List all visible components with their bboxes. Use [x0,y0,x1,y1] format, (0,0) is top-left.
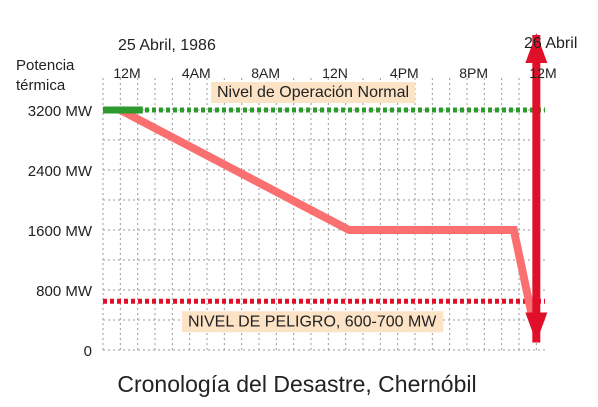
reference-labels: Nivel de Operación Normal NIVEL DE PELIGR… [182,82,444,333]
y-tick-labels: 0 800 MW 1600 MW 2400 MW 3200 MW [28,103,93,360]
y-axis-label: Potencia térmica [16,57,75,94]
x-tick-label: 12N [322,65,348,81]
y-axis-label-line: Potencia [16,57,75,74]
series-group [103,33,548,343]
date-start-label: 25 Abril, 1986 [118,37,216,54]
arrowhead-up [525,33,548,63]
y-tick-label: 3200 MW [28,103,93,120]
arrowhead-down [525,312,548,343]
reference-label-bg [211,82,416,103]
chart-title: Cronología del Desastre, Chernóbil [117,371,476,397]
y-tick-label: 0 [84,343,92,360]
x-tick-label: 8PM [459,65,488,81]
x-tick-label: 12M [529,65,556,81]
reference-label-bg [182,311,444,333]
y-tick-label: 2400 MW [28,163,93,180]
reference-lines [103,107,545,304]
x-tick-label: 4PM [390,65,419,81]
x-tick-labels: 12M 4AM 8AM 12N 4PM 8PM 12M [113,65,556,81]
x-tick-label: 8AM [251,65,280,81]
reference-label: NIVEL DE PELIGRO, 600-700 MW [188,313,437,330]
y-axis-label-line: térmica [16,77,66,94]
x-tick-label: 4AM [182,65,211,81]
date-end-label: 26 Abril [524,35,577,52]
reference-label: Nivel de Operación Normal [217,84,409,101]
series-line [118,106,537,321]
y-tick-label: 800 MW [36,283,93,300]
y-tick-label: 1600 MW [28,223,93,240]
x-tick-label: 12M [113,65,140,81]
